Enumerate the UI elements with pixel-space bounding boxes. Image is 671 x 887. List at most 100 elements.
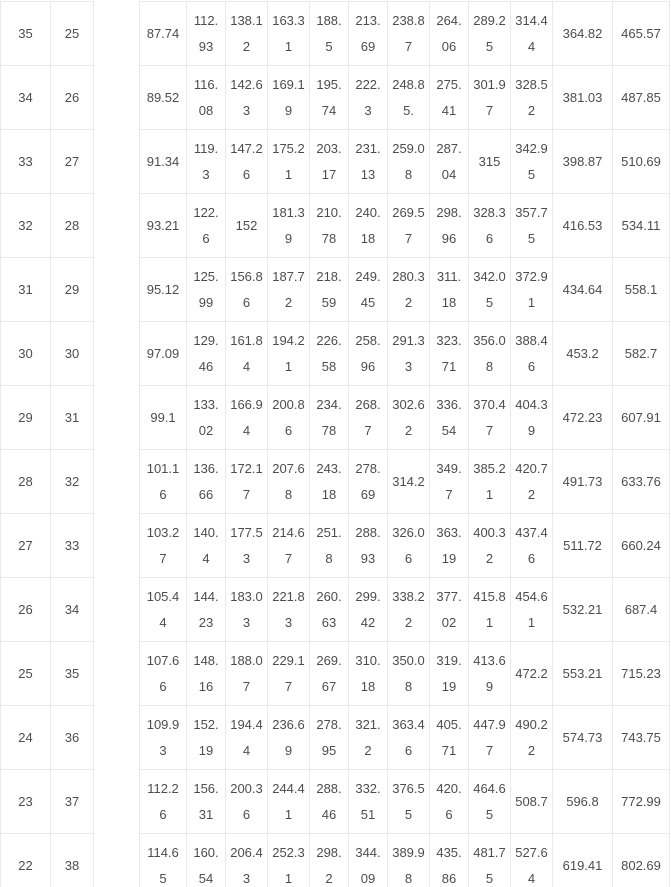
value-cell: 91.34 (139, 129, 187, 194)
value-cell: 405.71 (429, 705, 469, 770)
value-cell: 122.6 (186, 193, 226, 258)
value-cell: 188.5 (309, 1, 349, 66)
value-cell: 175.21 (267, 129, 310, 194)
index-cell: 27 (0, 513, 51, 578)
value-cell: 319.19 (429, 641, 469, 706)
value-cell: 364.82 (552, 1, 613, 66)
value-cell: 472.23 (552, 385, 613, 450)
values-row: 101.16 136.66 172.17 207.68 243.18 278.69 314.… (139, 449, 670, 514)
value-cell: 177.53 (225, 513, 268, 578)
value-cell: 298.96 (429, 193, 469, 258)
value-cell: 125.99 (186, 257, 226, 322)
index-cell: 34 (50, 577, 94, 642)
index-row: 28 32 (0, 449, 94, 514)
value-cell: 464.65 (468, 769, 511, 834)
index-cell: 35 (50, 641, 94, 706)
value-cell: 116.08 (186, 65, 226, 130)
value-cell: 633.76 (612, 449, 670, 514)
value-cell: 163.31 (267, 1, 310, 66)
index-cell: 31 (50, 385, 94, 450)
index-row: 27 33 (0, 513, 94, 578)
value-cell: 323.71 (429, 321, 469, 386)
value-cell: 129.46 (186, 321, 226, 386)
value-cell: 210.78 (309, 193, 349, 258)
value-cell: 161.84 (225, 321, 268, 386)
value-cell: 93.21 (139, 193, 187, 258)
value-cell: 447.97 (468, 705, 511, 770)
value-cell: 660.24 (612, 513, 670, 578)
index-pair-table: 35 25 34 26 33 27 32 28 31 29 30 30 29 31 28 32 27 33 26 34… (0, 1, 94, 887)
value-cell: 315 (468, 129, 511, 194)
index-row: 33 27 (0, 129, 94, 194)
index-cell: 34 (0, 65, 51, 130)
value-cell: 342.05 (468, 257, 511, 322)
value-cell: 532.21 (552, 577, 613, 642)
value-cell: 553.21 (552, 641, 613, 706)
value-cell: 420.6 (429, 769, 469, 834)
value-cell: 338.22 (387, 577, 430, 642)
value-cell: 287.04 (429, 129, 469, 194)
index-cell: 26 (50, 65, 94, 130)
value-cell: 258.96 (348, 321, 388, 386)
value-cell: 370.47 (468, 385, 511, 450)
value-cell: 302.62 (387, 385, 430, 450)
index-cell: 33 (50, 513, 94, 578)
value-cell: 268.7 (348, 385, 388, 450)
value-cell: 248.85. (387, 65, 430, 130)
value-cell: 278.69 (348, 449, 388, 514)
value-cell: 244.41 (267, 769, 310, 834)
value-cell: 301.97 (468, 65, 511, 130)
index-cell: 25 (50, 1, 94, 66)
value-cell: 240.18 (348, 193, 388, 258)
value-cell: 802.69 (612, 833, 670, 887)
value-cell: 133.02 (186, 385, 226, 450)
value-cell: 89.52 (139, 65, 187, 130)
value-cell: 687.4 (612, 577, 670, 642)
value-cell: 200.86 (267, 385, 310, 450)
value-cell: 291.33 (387, 321, 430, 386)
value-cell: 437.46 (510, 513, 553, 578)
value-cell: 510.69 (612, 129, 670, 194)
values-row: 87.74 112.93 138.12 163.31 188.5 213.69 238.87… (139, 1, 670, 66)
value-cell: 332.51 (348, 769, 388, 834)
index-cell: 23 (0, 769, 51, 834)
value-cell: 152.19 (186, 705, 226, 770)
value-cell: 376.55 (387, 769, 430, 834)
value-cell: 156.86 (225, 257, 268, 322)
value-cell: 350.08 (387, 641, 430, 706)
index-cell: 26 (0, 577, 51, 642)
index-row: 32 28 (0, 193, 94, 258)
value-cell: 264.06 (429, 1, 469, 66)
values-row: 97.09 129.46 161.84 194.21 226.58 258.96 291.3… (139, 321, 670, 386)
values-row: 107.66 148.16 188.07 229.17 269.67 310.18 350.… (139, 641, 670, 706)
value-cell: 415.81 (468, 577, 511, 642)
value-cell: 377.02 (429, 577, 469, 642)
value-cell: 278.95 (309, 705, 349, 770)
value-cell: 243.18 (309, 449, 349, 514)
value-cell: 275.41 (429, 65, 469, 130)
index-cell: 35 (0, 1, 51, 66)
values-row: 91.34 119.3 147.26 175.21 203.17 231.13 259.08… (139, 129, 670, 194)
value-cell: 231.13 (348, 129, 388, 194)
value-cell: 112.26 (139, 769, 187, 834)
values-row: 112.26 156.31 200.36 244.41 288.46 332.51 376.… (139, 769, 670, 834)
value-cell: 435.86 (429, 833, 469, 887)
value-cell: 259.08 (387, 129, 430, 194)
value-cell: 389.98 (387, 833, 430, 887)
index-cell: 37 (50, 769, 94, 834)
index-cell: 30 (50, 321, 94, 386)
value-cell: 298.2 (309, 833, 349, 887)
value-cell: 97.09 (139, 321, 187, 386)
value-cell: 156.31 (186, 769, 226, 834)
value-cell: 400.32 (468, 513, 511, 578)
value-cell: 310.18 (348, 641, 388, 706)
value-cell: 321.2 (348, 705, 388, 770)
value-cell: 385.21 (468, 449, 511, 514)
value-cell: 138.12 (225, 1, 268, 66)
index-cell: 33 (0, 129, 51, 194)
value-cell: 200.36 (225, 769, 268, 834)
value-cell: 715.23 (612, 641, 670, 706)
index-cell: 24 (0, 705, 51, 770)
value-cell: 574.73 (552, 705, 613, 770)
